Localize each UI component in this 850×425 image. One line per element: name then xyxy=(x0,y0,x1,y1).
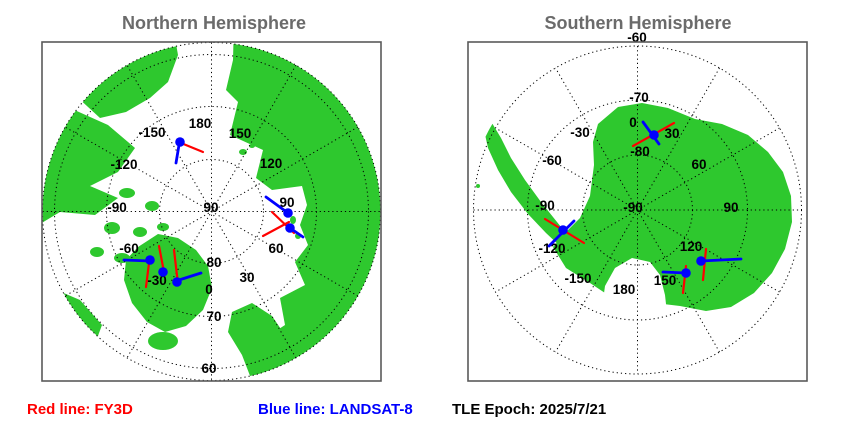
fy3d-track-line xyxy=(144,261,151,289)
island-arctic-archipelago-5 xyxy=(133,227,147,237)
south-grid-labels: 0 30 60 90 120 150 180 -150 -120 -90 -60… xyxy=(535,30,738,297)
longitude-label: 60 xyxy=(268,241,283,256)
legend-fy3d-label: Red line: FY3D xyxy=(27,401,133,418)
landmass-iceland xyxy=(148,332,178,350)
latitude-label: 70 xyxy=(206,309,221,324)
island-south-2 xyxy=(476,184,480,188)
longitude-label: 150 xyxy=(654,273,677,288)
island-arctic-archipelago-4 xyxy=(104,222,120,234)
longitude-label: 150 xyxy=(229,126,252,141)
landmass-scandinavia xyxy=(228,303,293,381)
island-arctic-archipelago-7 xyxy=(90,247,104,257)
longitude-label: -90 xyxy=(535,198,555,213)
longitude-label: -120 xyxy=(110,157,137,172)
satellite-position-dot xyxy=(649,130,659,140)
longitude-label: -150 xyxy=(138,125,165,140)
island-arctic-archipelago-2 xyxy=(119,188,135,198)
latitude-label: -70 xyxy=(629,90,649,105)
satellite-position-dot xyxy=(696,256,706,266)
latitude-label: -80 xyxy=(630,144,650,159)
satellite-position-dot xyxy=(285,223,295,233)
longitude-label: -120 xyxy=(538,241,565,256)
fy3d-track-line xyxy=(261,220,291,238)
latitude-label: 60 xyxy=(201,361,216,376)
south-satellite-tracks xyxy=(543,120,743,295)
island-arctic-archipelago-6 xyxy=(157,223,169,231)
longitude-label: 0 xyxy=(205,282,213,297)
north-grid-labels: 180 150 120 90 60 30 0 -30 -60 -90 -120 … xyxy=(107,116,294,376)
satellite-position-dot xyxy=(172,277,182,287)
longitude-label: -60 xyxy=(542,153,562,168)
satellite-position-dot xyxy=(145,255,155,265)
satellite-position-dot xyxy=(681,268,691,278)
satellite-position-dot xyxy=(175,137,185,147)
longitude-label: 0 xyxy=(629,115,637,130)
landsat8-track-line xyxy=(174,143,181,165)
longitude-label: -150 xyxy=(564,271,591,286)
north-satellite-tracks xyxy=(122,137,305,289)
south-map-border xyxy=(467,41,808,382)
ross-sea-bay xyxy=(600,258,668,322)
legend: Red line: FY3D Blue line: LANDSAT-8 TLE … xyxy=(27,401,606,418)
longitude-label: 30 xyxy=(239,270,254,285)
landsat8-track-line xyxy=(699,257,743,263)
south-graticule xyxy=(473,45,802,375)
satellite-position-dot xyxy=(158,267,168,277)
longitude-label: 180 xyxy=(613,282,636,297)
satellite-position-dot xyxy=(283,208,293,218)
north-map-border xyxy=(41,41,382,382)
satellite-position-dot xyxy=(558,225,568,235)
island-arctic-archipelago-3 xyxy=(145,201,159,211)
fy3d-track-line xyxy=(179,141,205,154)
legend-tle-epoch-label: TLE Epoch: 2025/7/21 xyxy=(452,401,606,418)
island-svalbard-2 xyxy=(249,144,255,148)
longitude-label: -60 xyxy=(119,241,139,256)
longitude-label: -90 xyxy=(107,200,127,215)
longitude-label: -30 xyxy=(570,125,590,140)
landsat8-track-line xyxy=(177,271,203,282)
longitude-label: 180 xyxy=(189,116,212,131)
fy3d-track-line xyxy=(701,247,708,282)
longitude-label: 90 xyxy=(279,195,294,210)
latitude-label: -90 xyxy=(623,200,643,215)
island-severnaya-1 xyxy=(290,216,296,224)
latitude-label: 90 xyxy=(203,200,218,215)
longitude-label: -30 xyxy=(147,273,167,288)
north-map-title: Northern Hemisphere xyxy=(122,13,306,33)
longitude-label: 120 xyxy=(680,239,703,254)
latitude-label: 80 xyxy=(206,255,221,270)
legend-landsat8-label: Blue line: LANDSAT-8 xyxy=(258,401,413,418)
landmass-antarctic-peninsula xyxy=(484,123,569,248)
longitude-label: 60 xyxy=(691,157,706,172)
longitude-label: 90 xyxy=(723,200,738,215)
longitude-label: 30 xyxy=(664,126,679,141)
north-graticule xyxy=(42,42,381,381)
longitude-label: 120 xyxy=(260,156,283,171)
island-svalbard-1 xyxy=(239,149,247,155)
south-map-title: Southern Hemisphere xyxy=(544,13,731,33)
